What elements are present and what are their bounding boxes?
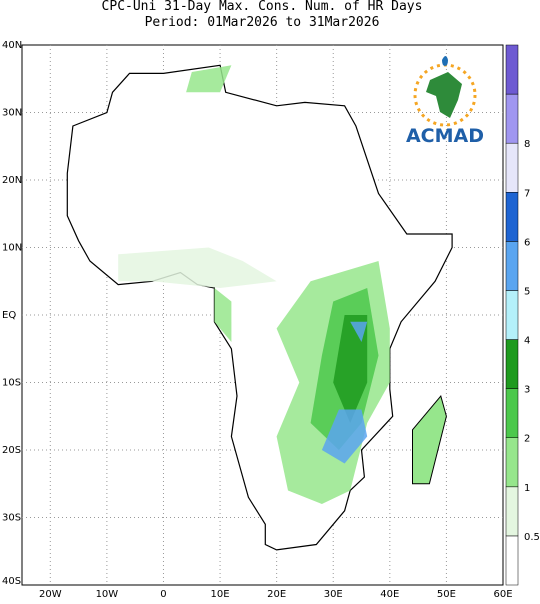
lat-label: 40N [2,40,22,51]
lat-label: 30N [2,108,22,119]
lon-label: 60E [493,589,512,600]
lat-label: 40S [2,576,21,587]
logo: ACMAD [406,56,484,147]
colorbar-swatch [505,192,519,242]
lat-label: 20N [2,175,22,186]
colorbar-swatch [505,290,519,340]
colorbar-label: 5 [524,286,530,297]
colorbar-swatch [505,142,519,193]
colorbar-label: 3 [524,385,530,396]
rain-area [214,288,232,342]
lon-label: 20W [39,589,62,600]
colorbar-label: 1 [524,483,530,494]
lon-label: 10W [96,589,119,600]
rain-area [333,315,368,423]
lon-label: 10E [211,589,230,600]
madagascar [412,394,447,485]
logo-text: ACMAD [406,125,484,147]
colorbar-swatch [505,388,519,438]
colorbar-swatch [505,339,519,389]
colorbar-swatch [505,93,519,144]
colorbar-swatch [505,44,519,95]
logo-africa [426,72,462,118]
lat-label: 20S [2,445,21,456]
rain-area [186,65,232,93]
colorbar-label: 7 [524,188,530,199]
colorbar-label: 6 [524,237,530,248]
lat-label: 10N [2,243,22,254]
colorbar-swatch [505,241,519,291]
land [66,64,453,551]
lon-label: 20E [267,589,286,600]
lat-label: EQ [2,310,16,321]
lon-label: 0 [160,589,166,600]
colorbar-swatch [505,486,519,537]
lon-label: 30E [324,589,343,600]
colorbar-label: 0.5 [524,532,540,543]
lat-label: 10S [2,378,21,389]
colorbar-swatch [505,437,519,488]
lon-label: 40E [380,589,399,600]
lon-label: 50E [437,589,456,600]
colorbar-label: 4 [524,336,530,347]
title-line1: CPC-Uni 31-Day Max. Cons. Num. of HR Day… [102,0,423,14]
title-line2: Period: 01Mar2026 to 31Mar2026 [145,15,380,30]
colorbar: 0.5 1 2 3 4 5 6 7 8 [505,44,540,586]
rain-area [118,247,277,288]
colorbar-swatch [505,535,519,586]
rain-area [350,321,368,342]
colorbar-label: 2 [524,434,530,445]
rain-area [321,409,368,464]
logo-drop [442,56,448,66]
colorbar-label: 8 [524,139,530,150]
lat-label: 30S [2,513,21,524]
axis-labels: 40N 30N 20N 10N EQ 10S 20S 30S 40S 20W 10W 0 10E 20E 3… [2,40,513,600]
